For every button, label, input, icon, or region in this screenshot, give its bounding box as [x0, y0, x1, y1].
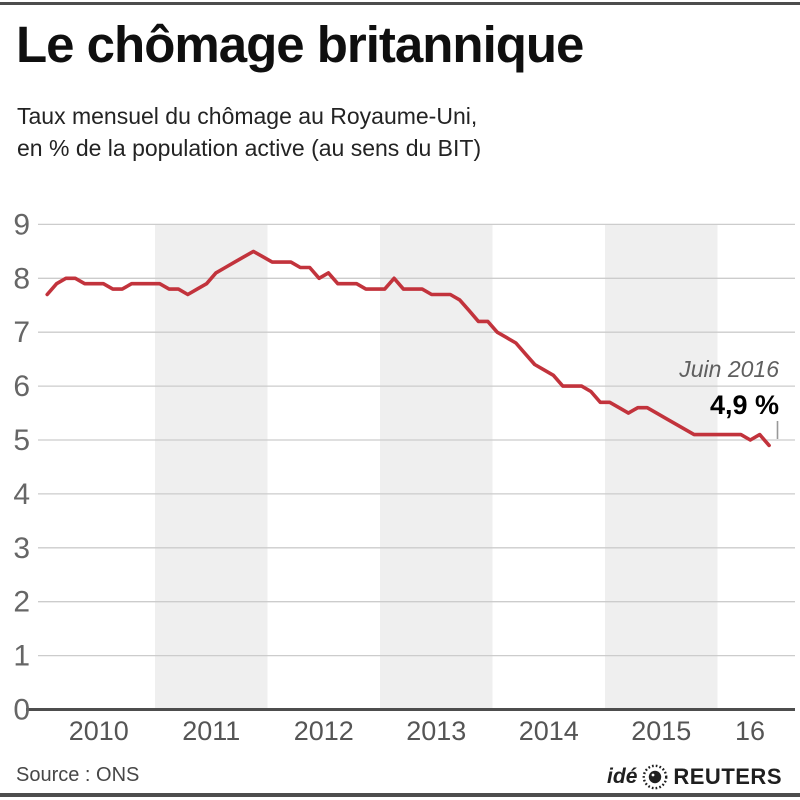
y-tick-label: 5 — [13, 424, 30, 457]
source-label: Source : ONS — [16, 764, 140, 786]
page-title: Le chômage britannique — [16, 16, 584, 73]
year-shading-bands — [155, 224, 718, 710]
y-tick-label: 1 — [13, 640, 30, 673]
x-tick-label: 2015 — [631, 716, 691, 746]
reuters-logo: REUTERS — [673, 764, 782, 789]
subtitle-line-2: en % de la population active (au sens du… — [17, 135, 482, 161]
annotation-date-label: Juin 2016 — [678, 356, 779, 382]
x-axis-labels: 2010 2011 2012 2013 2014 2015 16 — [69, 716, 765, 746]
y-tick-label: 0 — [13, 694, 30, 727]
reuters-emblem-icon — [642, 764, 668, 790]
year-band — [155, 224, 268, 710]
ide-logo: idé — [607, 765, 638, 788]
y-tick-label: 4 — [13, 478, 30, 511]
x-tick-label: 16 — [735, 716, 765, 746]
y-tick-label: 2 — [13, 586, 30, 619]
unemployment-line — [45, 249, 771, 448]
annotation-value-label: 4,9 % — [710, 390, 779, 420]
gridlines — [26, 223, 795, 711]
footer-logo: idé REUTERS — [607, 762, 782, 792]
y-axis-labels: 0 1 2 3 4 5 6 7 8 9 — [13, 208, 30, 726]
x-tick-label: 2013 — [406, 716, 466, 746]
x-tick-label: 2010 — [69, 716, 129, 746]
y-tick-label: 8 — [13, 262, 30, 295]
chart-subtitle: Taux mensuel du chômage au Royaume-Uni, … — [17, 100, 757, 164]
subtitle-line-1: Taux mensuel du chômage au Royaume-Uni, — [17, 103, 478, 129]
x-tick-label: 2011 — [182, 716, 240, 746]
top-divider — [0, 2, 800, 5]
y-tick-label: 6 — [13, 370, 30, 403]
year-band — [605, 224, 718, 710]
year-band — [380, 224, 493, 710]
y-tick-label: 9 — [13, 208, 30, 241]
y-tick-label: 7 — [13, 316, 30, 349]
x-tick-label: 2014 — [519, 716, 579, 746]
y-tick-label: 3 — [13, 532, 30, 565]
bottom-divider — [0, 793, 800, 797]
x-tick-label: 2012 — [294, 716, 354, 746]
